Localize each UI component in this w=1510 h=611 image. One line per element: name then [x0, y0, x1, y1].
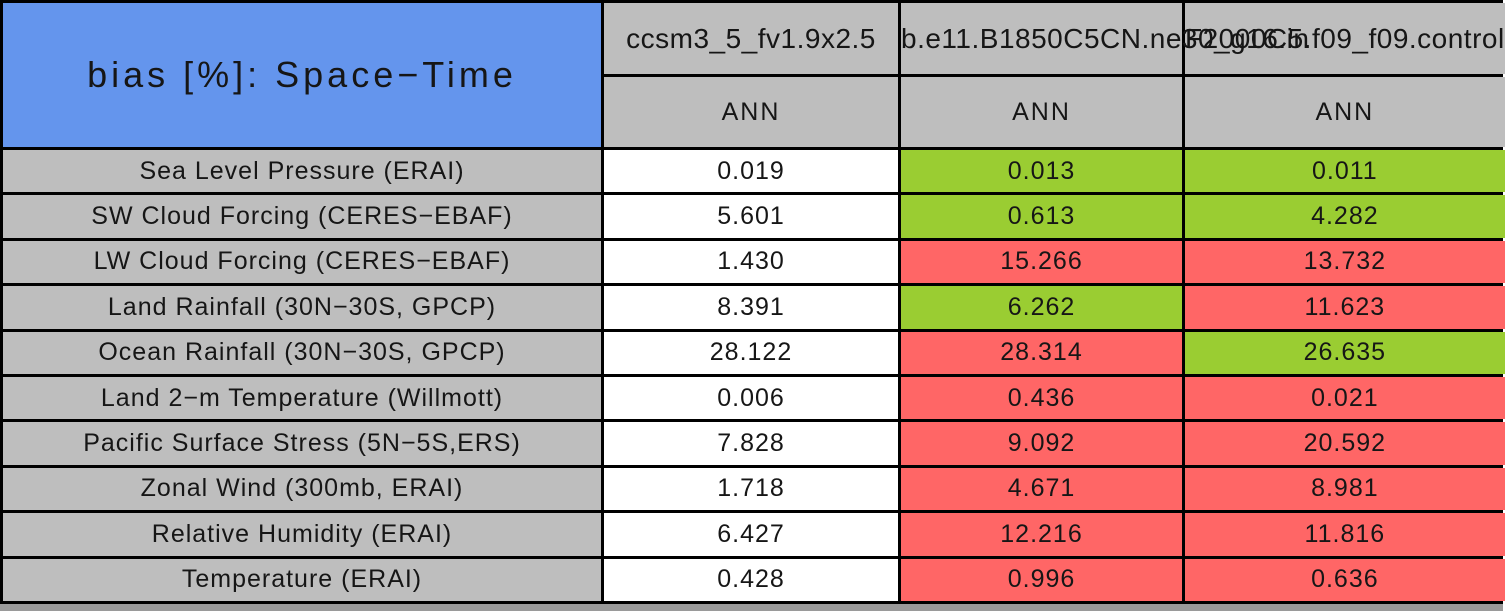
value-cell-text: 8.391 — [717, 292, 785, 321]
row-label: LW Cloud Forcing (CERES−EBAF) — [3, 240, 601, 284]
model-name-header: b.e11.B1850C5CN.ne30_g16.in — [901, 3, 1309, 74]
value-cell: 28.314 — [901, 331, 1182, 374]
season-header: ANN — [1185, 77, 1505, 147]
value-cell: 0.021 — [1185, 377, 1505, 420]
value-cell-text: 13.732 — [1303, 247, 1387, 276]
model-name-header: ccsm3_5_fv1.9x2.5 — [604, 3, 898, 74]
value-cell-text: 5.601 — [717, 202, 785, 231]
value-cell-text: 20.592 — [1303, 429, 1387, 458]
value-cell-text: 1.718 — [717, 474, 785, 503]
row-label-text: Land Rainfall (30N−30S, GPCP) — [107, 292, 497, 321]
value-cell: 8.391 — [604, 286, 898, 329]
model-name-header-text: ccsm3_5_fv1.9x2.5 — [626, 23, 876, 54]
value-cell-text: 0.019 — [717, 156, 785, 185]
value-cell-text: 0.428 — [717, 565, 785, 594]
value-cell: 11.816 — [1185, 513, 1505, 556]
table-title-cell: bias [%]: Space−Time — [3, 3, 601, 147]
model-name-header-text: b.e11.B1850C5CN.ne30_g16.in — [901, 23, 1310, 54]
value-cell-text: 1.430 — [717, 247, 785, 276]
row-label: Zonal Wind (300mb, ERAI) — [3, 467, 601, 511]
value-cell-text: 28.122 — [709, 338, 793, 367]
season-header-text: ANN — [1012, 98, 1071, 126]
model-name-header: F2000C5.f09_f09.control — [1185, 3, 1505, 74]
value-cell: 6.427 — [604, 513, 898, 556]
row-label-text: Relative Humidity (ERAI) — [151, 519, 453, 548]
bottom-strip — [0, 604, 1503, 611]
row-label-text: Ocean Rainfall (30N−30S, GPCP) — [98, 338, 506, 367]
model-name-header-text: F2000C5.f09_f09.control — [1185, 23, 1505, 54]
row-label-text: Land 2−m Temperature (Willmott) — [100, 383, 504, 412]
value-cell: 1.718 — [604, 467, 898, 511]
row-label: Sea Level Pressure (ERAI) — [3, 150, 601, 193]
row-label: Land Rainfall (30N−30S, GPCP) — [3, 286, 601, 329]
value-cell-text: 11.623 — [1304, 292, 1386, 321]
value-cell-text: 0.636 — [1311, 565, 1379, 594]
row-label: Ocean Rainfall (30N−30S, GPCP) — [3, 331, 601, 374]
value-cell: 26.635 — [1185, 331, 1505, 374]
value-cell-text: 12.216 — [1000, 519, 1083, 548]
value-cell: 28.122 — [604, 331, 898, 374]
value-cell: 15.266 — [901, 240, 1182, 284]
value-cell: 5.601 — [604, 195, 898, 238]
value-cell: 4.282 — [1185, 195, 1505, 238]
value-cell: 4.671 — [901, 467, 1182, 511]
value-cell-text: 0.613 — [1007, 202, 1076, 231]
row-label: Relative Humidity (ERAI) — [3, 513, 601, 556]
value-cell-text: 15.266 — [1000, 247, 1083, 276]
row-label: SW Cloud Forcing (CERES−EBAF) — [3, 195, 601, 238]
value-cell-text: 9.092 — [1007, 429, 1076, 458]
value-cell: 0.636 — [1185, 558, 1505, 601]
row-label: Land 2−m Temperature (Willmott) — [3, 377, 601, 420]
row-label-text: Temperature (ERAI) — [181, 565, 423, 594]
value-cell: 7.828 — [604, 422, 898, 465]
value-cell: 0.436 — [901, 377, 1182, 420]
season-header-text: ANN — [1315, 98, 1375, 126]
table-title: bias [%]: Space−Time — [87, 54, 517, 95]
value-cell: 1.430 — [604, 240, 898, 284]
value-cell: 0.011 — [1185, 150, 1505, 193]
value-cell: 8.981 — [1185, 467, 1505, 511]
season-header-text: ANN — [721, 98, 781, 126]
row-label-text: Zonal Wind (300mb, ERAI) — [140, 474, 464, 503]
value-cell: 11.623 — [1185, 286, 1505, 329]
value-cell: 20.592 — [1185, 422, 1505, 465]
value-cell: 6.262 — [901, 286, 1182, 329]
value-cell: 12.216 — [901, 513, 1182, 556]
value-cell: 13.732 — [1185, 240, 1505, 284]
season-header: ANN — [901, 77, 1182, 147]
value-cell-text: 0.006 — [717, 383, 785, 412]
value-cell: 0.996 — [901, 558, 1182, 601]
value-cell: 0.613 — [901, 195, 1182, 238]
value-cell-text: 6.262 — [1007, 292, 1076, 321]
value-cell-text: 0.996 — [1007, 565, 1076, 594]
value-cell-text: 6.427 — [717, 519, 785, 548]
value-cell: 0.428 — [604, 558, 898, 601]
value-cell-text: 7.828 — [717, 429, 785, 458]
value-cell: 0.019 — [604, 150, 898, 193]
value-cell-text: 28.314 — [1000, 338, 1083, 367]
row-label-text: SW Cloud Forcing (CERES−EBAF) — [91, 202, 513, 231]
value-cell-text: 0.021 — [1311, 383, 1379, 412]
value-cell-text: 26.635 — [1303, 338, 1387, 367]
value-cell-text: 0.013 — [1007, 156, 1076, 185]
value-cell-text: 8.981 — [1311, 474, 1379, 503]
row-label: Temperature (ERAI) — [3, 558, 601, 601]
value-cell: 9.092 — [901, 422, 1182, 465]
row-label-text: Pacific Surface Stress (5N−5S,ERS) — [83, 429, 521, 458]
value-cell-text: 11.816 — [1304, 519, 1386, 548]
value-cell: 0.006 — [604, 377, 898, 420]
value-cell-text: 0.011 — [1312, 156, 1378, 185]
value-cell-text: 4.671 — [1007, 474, 1076, 503]
season-header: ANN — [604, 77, 898, 147]
row-label: Pacific Surface Stress (5N−5S,ERS) — [3, 422, 601, 465]
value-cell-text: 4.282 — [1311, 202, 1379, 231]
value-cell: 0.013 — [901, 150, 1182, 193]
row-label-text: LW Cloud Forcing (CERES−EBAF) — [93, 247, 511, 276]
value-cell-text: 0.436 — [1007, 383, 1076, 412]
row-label-text: Sea Level Pressure (ERAI) — [139, 156, 465, 185]
